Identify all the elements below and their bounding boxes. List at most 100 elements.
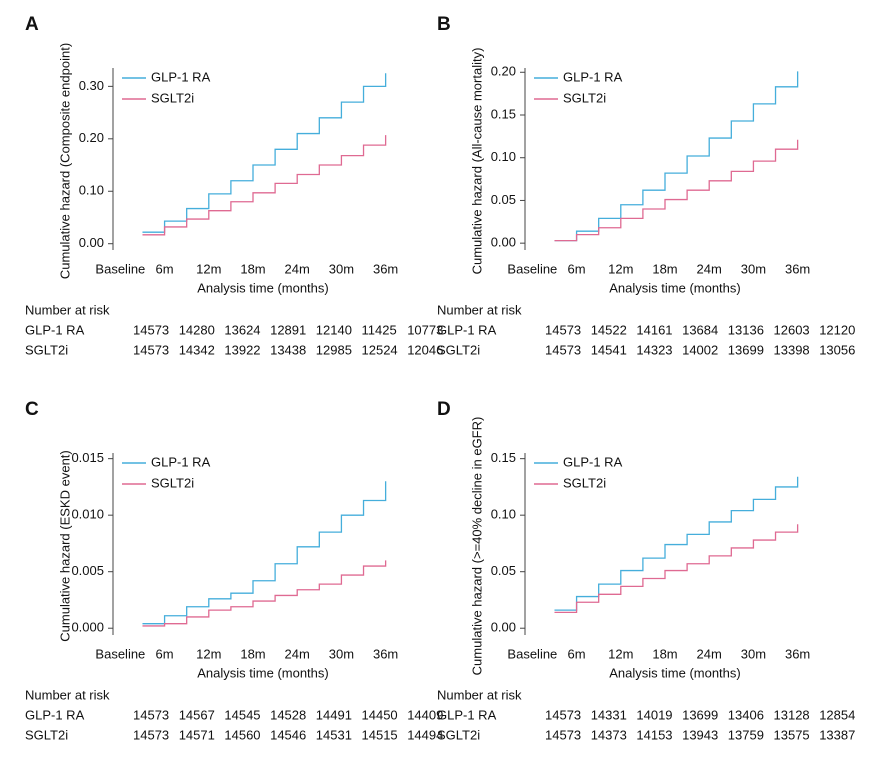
risk-value: 14573 bbox=[545, 727, 581, 742]
risk-value: 14573 bbox=[545, 322, 581, 337]
x-tick-label: 24m bbox=[285, 646, 310, 661]
x-tick-label: 6m bbox=[156, 261, 174, 276]
x-tick-label: 18m bbox=[652, 646, 677, 661]
y-tick-label: 0.00 bbox=[491, 620, 516, 635]
hazard-line bbox=[142, 135, 387, 236]
legend-label: SGLT2i bbox=[151, 475, 194, 490]
risk-value: 14567 bbox=[179, 707, 215, 722]
y-tick-label: 0.00 bbox=[79, 235, 104, 250]
panel: A 0.00 0.10 0.20 0.30 Baseline 6m 12m 18m 24m 30m 3… bbox=[25, 14, 443, 357]
x-tick-label: Baseline bbox=[507, 261, 557, 276]
x-tick-label: 36m bbox=[785, 261, 810, 276]
y-tick-label: 0.05 bbox=[491, 192, 516, 207]
y-tick-label: 0.10 bbox=[491, 149, 516, 164]
risk-value: 14573 bbox=[133, 727, 169, 742]
risk-value: 12891 bbox=[270, 322, 306, 337]
risk-row-name: GLP-1 RA bbox=[25, 707, 85, 722]
x-tick-label: 36m bbox=[785, 646, 810, 661]
risk-value: 14280 bbox=[179, 322, 215, 337]
risk-value: 14019 bbox=[636, 707, 672, 722]
risk-value: 14522 bbox=[591, 322, 627, 337]
x-tick-label: 18m bbox=[240, 646, 265, 661]
y-tick-label: 0.15 bbox=[491, 106, 516, 121]
legend-label: GLP-1 RA bbox=[563, 69, 623, 84]
x-tick-label: Baseline bbox=[95, 261, 145, 276]
risk-table-title: Number at risk bbox=[25, 687, 110, 702]
x-tick-label: 24m bbox=[697, 261, 722, 276]
x-tick-label: 36m bbox=[373, 261, 398, 276]
risk-value: 14541 bbox=[591, 342, 627, 357]
risk-value: 13624 bbox=[224, 322, 260, 337]
risk-value: 14560 bbox=[224, 727, 260, 742]
x-tick-label: 6m bbox=[156, 646, 174, 661]
risk-value: 14323 bbox=[636, 342, 672, 357]
risk-value: 13398 bbox=[774, 342, 810, 357]
y-tick-label: 0.10 bbox=[79, 183, 104, 198]
hazard-line bbox=[554, 524, 799, 614]
panel: D 0.00 0.05 0.10 0.15 Baseline 6m 12m 18m 24m 30m 3… bbox=[437, 399, 855, 742]
hazard-line bbox=[142, 73, 387, 233]
x-tick-label: 12m bbox=[608, 261, 633, 276]
legend-label: SGLT2i bbox=[563, 475, 606, 490]
risk-value: 12046 bbox=[407, 342, 443, 357]
risk-row-name: GLP-1 RA bbox=[437, 322, 497, 337]
risk-value: 13136 bbox=[728, 322, 764, 337]
y-tick-label: 0.15 bbox=[491, 450, 516, 465]
risk-value: 12140 bbox=[316, 322, 352, 337]
risk-value: 14528 bbox=[270, 707, 306, 722]
y-tick-label: 0.30 bbox=[79, 78, 104, 93]
x-axis-label: Analysis time (months) bbox=[197, 280, 328, 295]
risk-value: 12524 bbox=[362, 342, 398, 357]
x-tick-label: 18m bbox=[652, 261, 677, 276]
risk-value: 13406 bbox=[728, 707, 764, 722]
risk-value: 12854 bbox=[819, 707, 855, 722]
risk-value: 14494 bbox=[407, 727, 443, 742]
risk-value: 11425 bbox=[362, 322, 397, 337]
risk-value: 12120 bbox=[819, 322, 855, 337]
risk-value: 13699 bbox=[682, 707, 718, 722]
risk-value: 13056 bbox=[819, 342, 855, 357]
risk-value: 14573 bbox=[545, 707, 581, 722]
risk-row-name: SGLT2i bbox=[437, 727, 480, 742]
panel-label: D bbox=[437, 399, 451, 420]
risk-value: 13943 bbox=[682, 727, 718, 742]
hazard-line bbox=[554, 476, 799, 611]
risk-value: 13438 bbox=[270, 342, 306, 357]
x-axis-label: Analysis time (months) bbox=[197, 665, 328, 680]
risk-value: 13575 bbox=[774, 727, 810, 742]
x-tick-label: 12m bbox=[196, 261, 221, 276]
y-tick-label: 0.000 bbox=[71, 620, 104, 635]
risk-value: 13759 bbox=[728, 727, 764, 742]
x-tick-label: 30m bbox=[329, 646, 354, 661]
risk-value: 14546 bbox=[270, 727, 306, 742]
y-tick-label: 0.015 bbox=[71, 450, 104, 465]
legend-label: SGLT2i bbox=[151, 90, 194, 105]
risk-value: 14545 bbox=[224, 707, 260, 722]
x-tick-label: 6m bbox=[568, 261, 586, 276]
y-tick-label: 0.20 bbox=[79, 130, 104, 145]
risk-table-title: Number at risk bbox=[437, 687, 522, 702]
risk-value: 14491 bbox=[316, 707, 352, 722]
y-tick-label: 0.005 bbox=[71, 563, 104, 578]
y-axis-label: Cumulative hazard (ESKD event) bbox=[57, 450, 72, 641]
risk-value: 13684 bbox=[682, 322, 718, 337]
hazard-line bbox=[142, 560, 387, 627]
risk-row-name: SGLT2i bbox=[437, 342, 480, 357]
risk-table-title: Number at risk bbox=[437, 302, 522, 317]
risk-value: 14342 bbox=[179, 342, 215, 357]
risk-value: 14161 bbox=[636, 322, 672, 337]
hazard-line bbox=[554, 139, 799, 242]
x-tick-label: 6m bbox=[568, 646, 586, 661]
y-tick-label: 0.20 bbox=[491, 64, 516, 79]
risk-value: 14153 bbox=[636, 727, 672, 742]
risk-row-name: SGLT2i bbox=[25, 727, 68, 742]
risk-row-name: GLP-1 RA bbox=[25, 322, 85, 337]
legend-label: GLP-1 RA bbox=[563, 454, 623, 469]
risk-value: 12985 bbox=[316, 342, 352, 357]
x-tick-label: 24m bbox=[697, 646, 722, 661]
legend-label: GLP-1 RA bbox=[151, 69, 211, 84]
risk-value: 14573 bbox=[133, 342, 169, 357]
y-axis-label: Cumulative hazard (All-cause mortality) bbox=[469, 48, 484, 275]
risk-value: 14002 bbox=[682, 342, 718, 357]
